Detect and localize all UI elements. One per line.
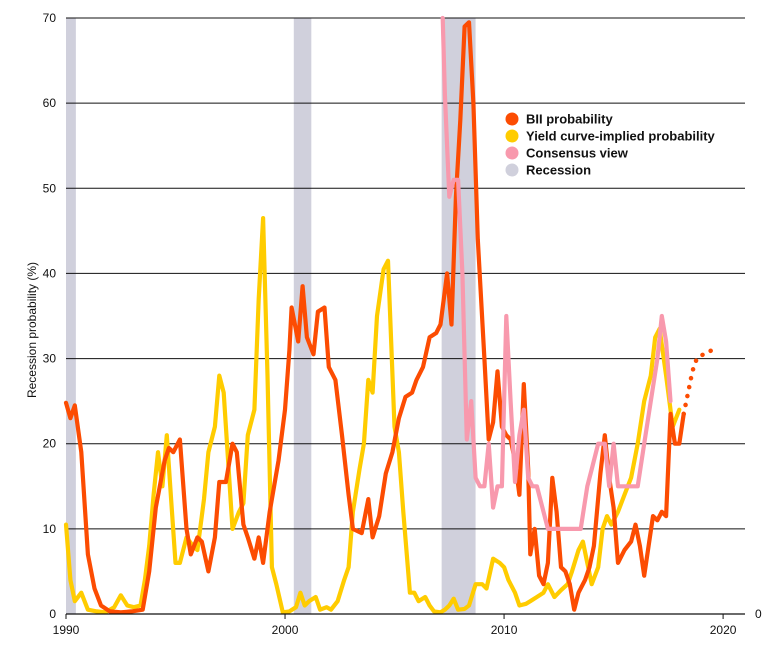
axes: 0 10 20 30 40 50 60 70 1990 2000 2010 2020 0: [43, 11, 762, 637]
legend: BII probability Yield curve-implied proba…: [505, 112, 716, 178]
y-tick-label: 20: [43, 437, 57, 451]
series-line-yield-curve-implied-probability: [63, 216, 682, 615]
y-tick-label: 60: [43, 96, 57, 110]
y-axis-label: Recession probability (%): [25, 262, 39, 398]
y-tick-label: 40: [43, 266, 57, 280]
legend-label: Consensus view: [526, 146, 629, 161]
legend-marker: [505, 129, 519, 143]
legend-marker: [505, 146, 519, 160]
y-tick-label: 70: [43, 11, 57, 25]
legend-marker: [505, 163, 519, 177]
x-tick-label: 1990: [53, 623, 80, 637]
x-tick-label: 2010: [491, 623, 518, 637]
y-tick-label: 30: [43, 352, 57, 366]
recession-band: [293, 18, 312, 614]
series-line-bii-probability: [63, 20, 686, 615]
y-tick-label: 50: [43, 181, 57, 195]
legend-label: Recession: [526, 163, 591, 178]
right-axis-label: 0: [755, 607, 762, 621]
recession-band: [66, 18, 76, 614]
legend-marker: [505, 112, 519, 126]
legend-label: Yield curve-implied probability: [526, 129, 716, 144]
x-tick-label: 2000: [272, 623, 299, 637]
x-tick-label: 2020: [710, 623, 737, 637]
series-line-consensus-view: [440, 15, 673, 531]
y-tick-label: 10: [43, 522, 57, 536]
y-tick-label: 0: [49, 607, 56, 621]
series-lines: [63, 15, 715, 615]
legend-label: BII probability: [526, 112, 613, 127]
projection-dotted-line: [681, 347, 715, 417]
